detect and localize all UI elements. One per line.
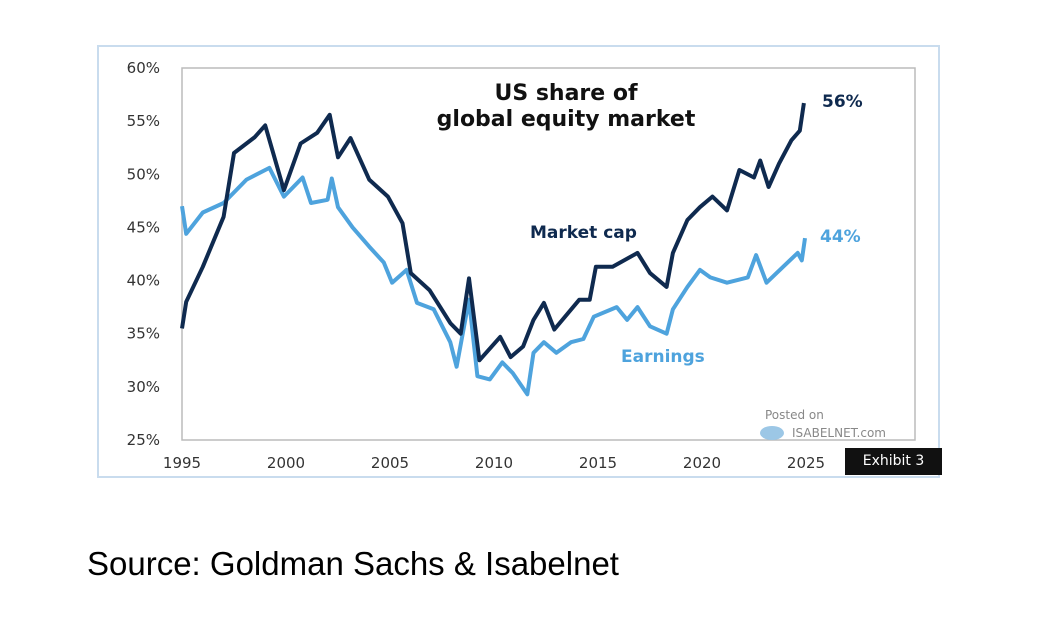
x-tick-label: 2020	[683, 454, 721, 472]
market-cap-label: Market cap	[530, 223, 637, 243]
y-tick-label: 35%	[127, 325, 160, 343]
series-line-market-cap	[180, 102, 806, 363]
x-tick-label: 2025	[787, 454, 825, 472]
y-tick-label: 45%	[127, 218, 160, 236]
earnings-label: Earnings	[621, 347, 705, 367]
y-tick-label: 60%	[127, 59, 160, 77]
x-tick-label: 2000	[267, 454, 305, 472]
y-tick-label: 55%	[127, 112, 160, 130]
chart-title-line-2: global equity market	[437, 107, 696, 132]
series-line-earnings	[180, 165, 807, 397]
market-cap-end-label: 56%	[822, 92, 863, 112]
chart-title-line-1: US share of	[494, 81, 638, 106]
x-tick-label: 2015	[579, 454, 617, 472]
x-tick-label: 2010	[475, 454, 513, 472]
exhibit-badge: Exhibit 3	[845, 448, 942, 475]
watermark-posted-on: Posted on	[765, 408, 824, 422]
plot-area-border	[181, 67, 916, 441]
y-tick-label: 30%	[127, 378, 160, 396]
y-tick-label: 25%	[127, 431, 160, 449]
source-caption: Source: Goldman Sachs & Isabelnet	[87, 545, 619, 582]
earnings-end-label: 44%	[820, 227, 861, 247]
y-tick-label: 50%	[127, 165, 160, 183]
watermark-isabelnet: ISABELNET.com	[792, 426, 886, 440]
x-tick-label: 1995	[163, 454, 201, 472]
chart-svg: 25% 30% 35% 40% 45% 50% 55% 60% 1995 2000 2005 201…	[127, 59, 916, 472]
y-tick-label: 40%	[127, 272, 160, 290]
x-tick-label: 2005	[371, 454, 409, 472]
chart-frame	[97, 45, 940, 478]
isabelnet-logo-icon	[760, 426, 784, 440]
